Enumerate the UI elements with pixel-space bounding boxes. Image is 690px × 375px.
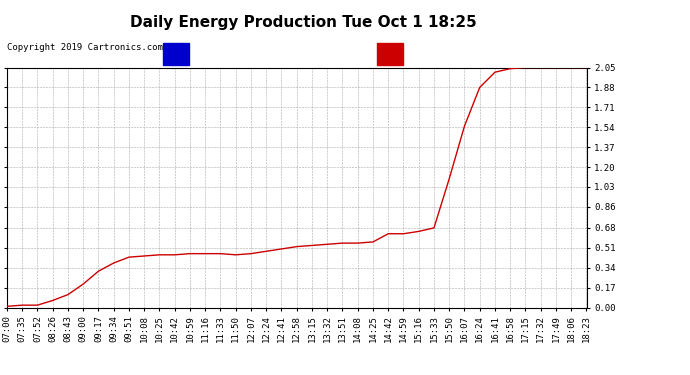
Text: Power Produced OffPeak  (kWh): Power Produced OffPeak (kWh) [197, 49, 378, 59]
FancyBboxPatch shape [163, 43, 188, 65]
FancyBboxPatch shape [377, 43, 402, 65]
Text: Daily Energy Production Tue Oct 1 18:25: Daily Energy Production Tue Oct 1 18:25 [130, 15, 477, 30]
Text: Copyright 2019 Cartronics.com: Copyright 2019 Cartronics.com [7, 43, 163, 52]
Text: Power Produced OnPeak  (kWh): Power Produced OnPeak (kWh) [411, 49, 586, 59]
